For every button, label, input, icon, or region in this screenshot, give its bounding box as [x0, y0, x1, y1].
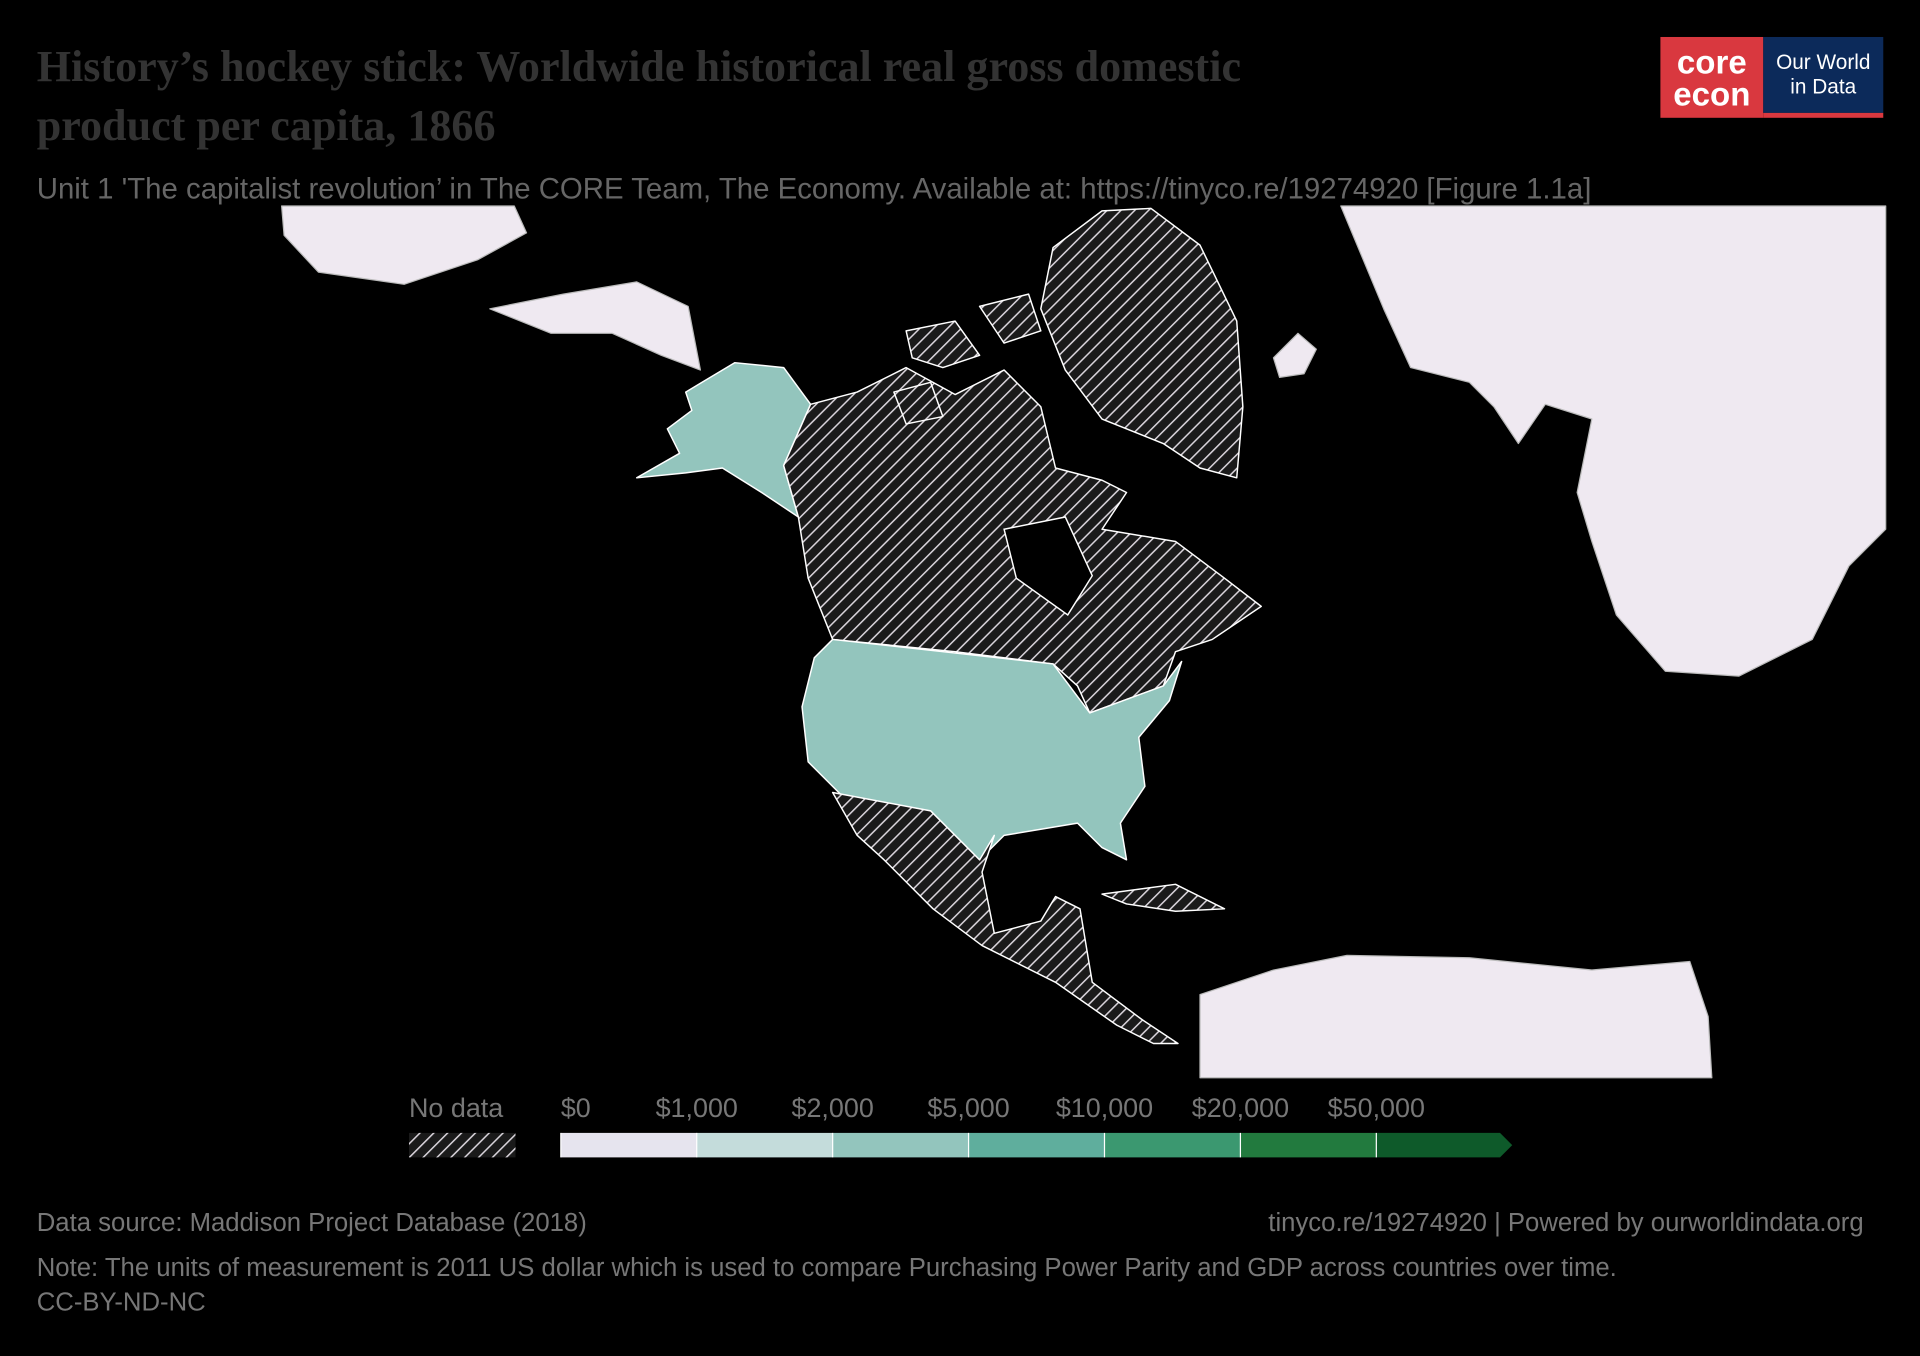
- region: [831, 791, 1179, 1045]
- region: [1340, 205, 1887, 677]
- region: [636, 361, 812, 518]
- legend-tick-label: $10,000: [1056, 1093, 1153, 1123]
- legend-tick-label: $0: [561, 1093, 591, 1123]
- legend-no-data-label: No data: [409, 1093, 503, 1123]
- note: Note: The units of measurement is 2011 U…: [37, 1254, 1617, 1282]
- title-line: History’s hockey stick: Worldwide histor…: [37, 42, 1241, 91]
- legend-tick-label: $2,000: [791, 1093, 873, 1123]
- logo-text: core: [1677, 45, 1747, 82]
- map: [281, 205, 1887, 1079]
- legend-bin: [1240, 1132, 1377, 1158]
- logo-text: in Data: [1790, 75, 1856, 98]
- title-line: product per capita, 1866: [37, 101, 496, 150]
- legend-no-data-swatch: [408, 1132, 516, 1158]
- subtitle: Unit 1 'The capitalist revolution’ in Th…: [37, 173, 1592, 206]
- region: [489, 281, 702, 371]
- legend-tick-label: $20,000: [1192, 1093, 1289, 1123]
- region: [1040, 207, 1244, 479]
- license: CC-BY-ND-NC: [37, 1288, 206, 1316]
- source: Data source: Maddison Project Database (…: [37, 1209, 587, 1237]
- core-econ-box: [1660, 36, 1764, 118]
- legend-bin: [1376, 1132, 1513, 1158]
- owid-underline: [1763, 112, 1884, 118]
- logo-text: Our World: [1776, 51, 1870, 74]
- legend-bin: [696, 1132, 833, 1158]
- hudson-bay: [1003, 516, 1094, 616]
- legend-tick-label: $50,000: [1328, 1093, 1425, 1123]
- legend-bin: [560, 1132, 697, 1158]
- region: [281, 205, 528, 285]
- region: [893, 293, 1042, 425]
- link[interactable]: tinyco.re/19274920 | Powered by ourworld…: [1268, 1209, 1863, 1237]
- logo-text: econ: [1673, 77, 1750, 114]
- region: [1199, 954, 1713, 1079]
- owid-box: [1763, 36, 1884, 113]
- legend-bin: [1104, 1132, 1241, 1158]
- region: [1272, 332, 1317, 379]
- region: [1101, 883, 1226, 912]
- legend: No data $0 $1,000 $2,000 $5,000 $10,000 $20,0…: [408, 1093, 1513, 1158]
- legend-bin: [968, 1132, 1105, 1158]
- logo[interactable]: core econ Our World in Data: [1660, 36, 1884, 118]
- legend-tick-label: $1,000: [656, 1093, 738, 1123]
- legend-tick-label: $5,000: [927, 1093, 1009, 1123]
- legend-bin: [832, 1132, 969, 1158]
